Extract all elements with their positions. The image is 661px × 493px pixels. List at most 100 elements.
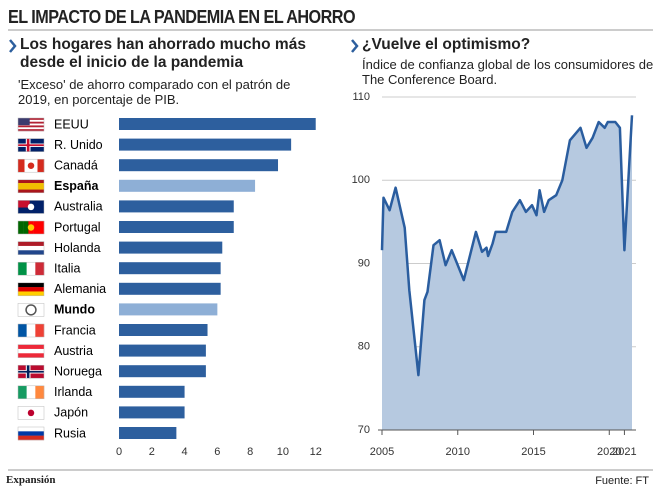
x-tick-label: 8 — [247, 446, 253, 458]
x-tick-label: 2021 — [612, 446, 636, 458]
flag — [18, 118, 44, 121]
source: Fuente: FT — [595, 475, 649, 487]
flag — [18, 127, 44, 130]
flag — [18, 118, 30, 126]
flag — [37, 159, 45, 173]
category-label: Japón — [54, 406, 88, 420]
flag — [18, 303, 44, 317]
flag — [38, 221, 45, 234]
category-label: Australia — [54, 200, 103, 214]
flag — [27, 162, 35, 169]
flag — [18, 183, 44, 187]
flag — [18, 123, 44, 126]
chart-title: Los hogares han ahorrado mucho más desde… — [20, 36, 306, 71]
flag — [27, 224, 35, 231]
flag — [18, 250, 44, 255]
page-title: EL IMPACTO DE LA PANDEMIA EN EL AHORRO — [8, 7, 356, 27]
bar — [119, 262, 221, 275]
flag — [17, 138, 45, 152]
flag — [17, 406, 45, 420]
flag — [23, 221, 29, 234]
flag — [17, 385, 45, 400]
flag — [18, 282, 44, 288]
flag — [18, 200, 30, 208]
bar — [119, 159, 279, 172]
x-tick-label: 2020 — [597, 446, 621, 458]
line — [380, 115, 634, 377]
bar — [119, 365, 206, 378]
bar — [119, 427, 177, 439]
x-tick-label: 2005 — [370, 446, 394, 458]
flag — [18, 189, 44, 193]
flag — [18, 245, 44, 251]
flag — [17, 117, 45, 132]
category-label: Italia — [54, 261, 80, 275]
category-label: R. Unido — [54, 138, 103, 152]
flag — [17, 303, 45, 317]
flag — [17, 261, 45, 276]
x-tick-label: 2 — [149, 446, 155, 458]
flag — [18, 427, 44, 432]
chart-title: ¿Vuelve el optimismo? — [362, 36, 531, 53]
y-tick-label: 70 — [358, 424, 370, 436]
x-tick-label: 2010 — [446, 446, 470, 458]
x-tick-label: 12 — [310, 446, 322, 458]
flag — [35, 385, 45, 399]
category-label: Noruega — [54, 364, 102, 378]
flag — [17, 179, 45, 194]
flag — [18, 241, 44, 247]
bar — [119, 303, 218, 316]
category-label: Canadá — [54, 158, 98, 172]
area — [382, 115, 632, 431]
x-tick-label: 0 — [116, 446, 122, 458]
flag — [18, 121, 44, 124]
flag — [18, 370, 44, 373]
flag — [27, 203, 35, 211]
flag — [26, 324, 36, 337]
flag — [18, 435, 44, 441]
category-label: Mundo — [54, 303, 95, 317]
flag — [17, 323, 45, 338]
x-tick-label: 2015 — [521, 446, 545, 458]
flag — [18, 179, 44, 184]
flag — [26, 262, 36, 276]
flag — [18, 353, 44, 358]
bar — [119, 118, 316, 130]
flag — [17, 200, 45, 214]
flag — [18, 221, 24, 234]
flag — [18, 159, 25, 173]
flag — [18, 385, 27, 399]
category-label: EEUU — [54, 117, 89, 131]
bar — [119, 221, 234, 233]
category-label: Portugal — [54, 220, 101, 234]
chart-subtitle: Índice de confianza global de los consum… — [362, 57, 654, 87]
category-label: Irlanda — [54, 385, 92, 399]
flag — [17, 364, 45, 379]
flag — [33, 221, 39, 234]
x-tick-label: 10 — [277, 446, 289, 458]
flag — [18, 291, 44, 296]
bar — [119, 344, 206, 357]
flag — [17, 344, 45, 358]
category-label: Alemania — [54, 282, 106, 296]
flag — [18, 144, 44, 147]
flag — [25, 304, 37, 316]
flag — [17, 241, 45, 255]
category-label: Holanda — [54, 241, 101, 255]
flag — [18, 186, 44, 190]
chevron — [9, 39, 17, 53]
flag — [35, 324, 45, 337]
bar — [119, 406, 185, 419]
y-tick-label: 110 — [352, 91, 370, 103]
brand: Expansión — [6, 474, 56, 486]
category-label: Rusia — [54, 426, 86, 440]
flag — [31, 159, 38, 173]
flag — [27, 409, 35, 417]
flag — [18, 344, 44, 350]
x-tick-label: 6 — [214, 446, 220, 458]
y-tick-label: 80 — [358, 341, 370, 353]
flag — [18, 125, 44, 128]
x-tick-label: 4 — [182, 446, 188, 458]
